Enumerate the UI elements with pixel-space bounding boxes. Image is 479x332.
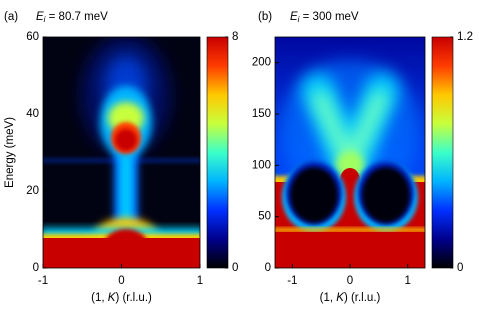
x-tick-label: 0 <box>118 275 124 287</box>
colorbar-tick-label: 1.2 <box>457 31 473 43</box>
y-tick-label: 40 <box>26 108 39 120</box>
title-subscript: i <box>298 15 300 24</box>
y-tick-label: 50 <box>258 211 271 223</box>
x-axis-label-part: ) (r.l.u.) <box>115 292 152 304</box>
intensity-map <box>275 37 425 268</box>
x-tick-label: -1 <box>287 275 297 287</box>
y-tick-label: 200 <box>252 57 271 69</box>
x-axis-label-part: (1, <box>91 292 108 304</box>
x-axis-label-part: (1, <box>320 292 337 304</box>
x-axis-label-part: ) (r.l.u.) <box>344 292 381 304</box>
x-axis-label-part: K <box>336 292 345 304</box>
title-text: = 300 meV <box>299 11 358 23</box>
y-tick-label: 0 <box>265 262 271 274</box>
title-text: = 80.7 meV <box>45 11 108 23</box>
x-axis-label: (1, K) (r.l.u.) <box>91 292 152 304</box>
x-tick-label: 1 <box>197 275 203 287</box>
y-axis-label: Energy (meV) <box>4 117 16 188</box>
colorbar-tick-label: 8 <box>232 31 238 43</box>
x-tick-label: -1 <box>38 275 48 287</box>
intensity-map <box>43 37 200 268</box>
x-tick-label: 1 <box>404 275 410 287</box>
panel-title: Ei = 80.7 meV <box>36 11 108 24</box>
title-symbol: E <box>290 11 298 23</box>
x-tick-label: 0 <box>347 275 353 287</box>
panel-title: Ei = 300 meV <box>290 11 359 24</box>
x-axis-label: (1, K) (r.l.u.) <box>320 292 381 304</box>
panel-label: (b) <box>258 11 272 23</box>
colorbar <box>206 36 229 269</box>
title-symbol: E <box>36 11 44 23</box>
colorbar <box>431 36 454 269</box>
y-tick-label: 0 <box>33 262 39 274</box>
title-subscript: i <box>44 15 46 24</box>
panel-label: (a) <box>4 11 18 23</box>
y-tick-label: 60 <box>26 31 39 43</box>
colorbar-tick-label: 0 <box>457 262 463 274</box>
colorbar-tick-label: 0 <box>232 262 238 274</box>
y-tick-label: 100 <box>252 159 271 171</box>
y-tick-label: 150 <box>252 108 271 120</box>
y-tick-label: 20 <box>26 185 39 197</box>
x-axis-label-part: K <box>108 292 117 304</box>
